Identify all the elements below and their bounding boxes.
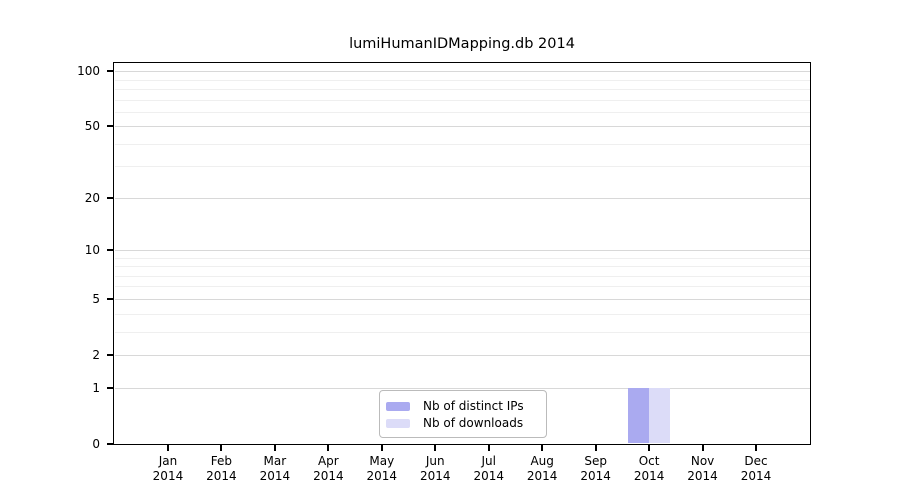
y-tick-50: [107, 125, 113, 128]
x-tick-year-jan: 2014: [152, 468, 184, 483]
y-gridline-minor-80: [114, 88, 810, 90]
y-gridline-minor-70: [114, 99, 810, 101]
x-tick-year-nov: 2014: [687, 468, 718, 483]
y-tick-10: [107, 249, 113, 252]
y-tick-label-0: 0: [92, 436, 100, 451]
y-tick-label-1: 1: [92, 380, 100, 395]
x-tick-month-jun: Jun: [425, 453, 445, 468]
y-gridline-minor-8: [114, 266, 810, 268]
y-gridline-minor-7: [114, 275, 810, 277]
y-gridline-5: [114, 298, 810, 300]
legend: Nb of distinct IPs Nb of downloads: [379, 390, 547, 438]
x-tick-year-may: 2014: [366, 468, 398, 483]
y-gridline-minor-90: [114, 79, 810, 81]
legend-label-distinct-ips: Nb of distinct IPs: [423, 399, 524, 413]
y-gridline-minor-9: [114, 257, 810, 259]
x-tick-month-dec: Dec: [744, 453, 768, 468]
y-tick-label-10: 10: [84, 243, 100, 258]
x-tick-sep: [594, 445, 597, 451]
x-tick-year-feb: 2014: [206, 468, 237, 483]
x-tick-month-may: May: [369, 453, 395, 468]
x-tick-label-jun: Jun 2014: [403, 454, 467, 484]
x-tick-jan: [166, 445, 169, 451]
y-gridline-minor-30: [114, 166, 810, 168]
x-tick-label-feb: Feb 2014: [189, 454, 253, 484]
y-tick-0: [107, 442, 113, 445]
x-tick-month-nov: Nov: [690, 453, 715, 468]
x-tick-label-may: May 2014: [350, 454, 414, 484]
legend-label-downloads: Nb of downloads: [423, 416, 524, 430]
x-tick-oct: [648, 445, 651, 451]
x-tick-year-aug: 2014: [526, 468, 558, 483]
x-tick-label-aug: Aug 2014: [510, 454, 574, 484]
y-gridline-2: [114, 354, 810, 356]
legend-swatch-downloads: [386, 418, 410, 428]
x-tick-year-jul: 2014: [473, 468, 504, 483]
x-tick-month-jan: Jan: [158, 453, 178, 468]
x-tick-year-apr: 2014: [313, 468, 344, 483]
y-gridline-minor-4: [114, 313, 810, 315]
x-tick-month-mar: Mar: [263, 453, 287, 468]
chart-title: lumiHumanIDMapping.db 2014: [349, 36, 575, 52]
x-tick-jun: [434, 445, 437, 451]
y-gridline-minor-60: [114, 111, 810, 113]
plot-area: [113, 62, 811, 445]
y-tick-20: [107, 196, 113, 199]
y-tick-label-20: 20: [84, 190, 100, 205]
bar-nb-of-distinct-ips-oct: [627, 387, 650, 444]
y-gridline-100: [114, 71, 810, 73]
x-tick-year-jun: 2014: [419, 468, 451, 483]
bar-nb-of-downloads-oct: [649, 387, 671, 444]
x-tick-label-sep: Sep 2014: [564, 454, 628, 484]
y-gridline-minor-6: [114, 286, 810, 288]
y-tick-5: [107, 297, 113, 300]
legend-item-distinct-ips: Nb of distinct IPs: [386, 398, 538, 414]
y-tick-label-100: 100: [77, 64, 100, 79]
legend-swatch-distinct-ips: [386, 401, 410, 411]
y-tick-label-2: 2: [92, 347, 100, 362]
x-tick-year-dec: 2014: [740, 468, 772, 483]
y-gridline-10: [114, 250, 810, 252]
x-tick-aug: [541, 445, 544, 451]
x-tick-year-oct: 2014: [633, 468, 665, 483]
x-tick-mar: [273, 445, 276, 451]
y-tick-100: [107, 70, 113, 73]
legend-item-downloads: Nb of downloads: [386, 415, 538, 431]
x-tick-label-mar: Mar 2014: [243, 454, 307, 484]
x-tick-label-apr: Apr 2014: [296, 454, 360, 484]
x-tick-year-sep: 2014: [580, 468, 611, 483]
x-tick-label-dec: Dec 2014: [724, 454, 788, 484]
y-gridline-20: [114, 197, 810, 199]
x-tick-month-jul: Jul: [481, 453, 496, 468]
y-tick-label-5: 5: [92, 291, 100, 306]
x-tick-label-jan: Jan 2014: [136, 454, 200, 484]
y-tick-label-50: 50: [84, 119, 100, 134]
y-gridline-minor-40: [114, 143, 810, 145]
x-tick-month-sep: Sep: [584, 453, 607, 468]
x-tick-label-nov: Nov 2014: [671, 454, 735, 484]
x-tick-year-mar: 2014: [259, 468, 291, 483]
x-tick-month-aug: Aug: [530, 453, 554, 468]
x-tick-month-oct: Oct: [638, 453, 660, 468]
x-tick-apr: [327, 445, 330, 451]
x-tick-may: [380, 445, 383, 451]
x-tick-dec: [755, 445, 758, 451]
x-tick-label-oct: Oct 2014: [617, 454, 681, 484]
x-tick-month-apr: Apr: [317, 453, 339, 468]
x-tick-jul: [487, 445, 490, 451]
x-tick-label-jul: Jul 2014: [457, 454, 521, 484]
y-gridline-50: [114, 126, 810, 128]
y-gridline-1: [114, 387, 810, 389]
x-tick-nov: [701, 445, 704, 451]
y-gridline-minor-3: [114, 331, 810, 333]
y-tick-1: [107, 386, 113, 389]
x-tick-feb: [220, 445, 223, 451]
y-tick-2: [107, 353, 113, 356]
x-tick-month-feb: Feb: [210, 453, 233, 468]
